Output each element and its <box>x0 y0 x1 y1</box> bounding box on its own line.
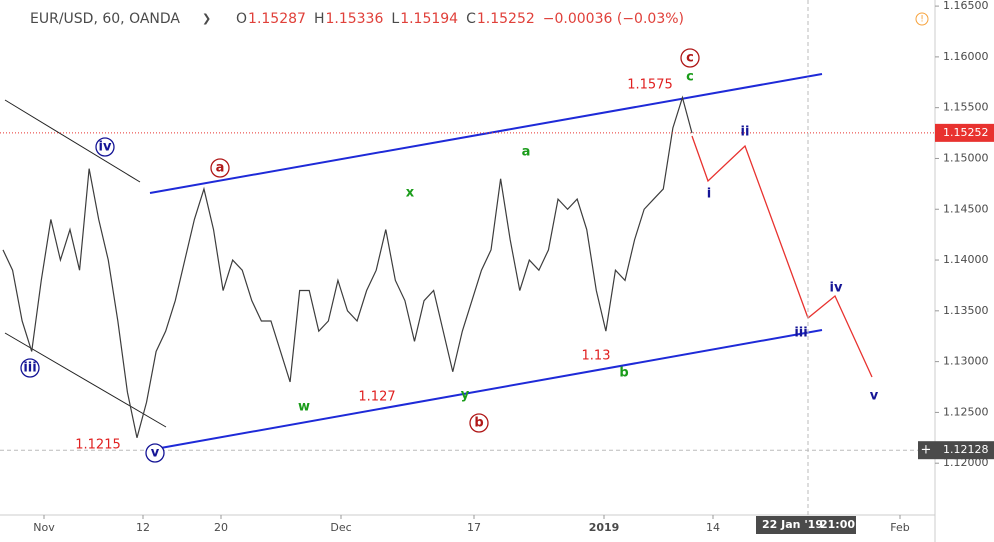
x-tick-label: 14 <box>706 521 720 534</box>
crosshair-tag <box>935 441 994 460</box>
y-tick-label: 1.13000 <box>943 355 989 368</box>
alert-icon-mark: ! <box>920 15 924 25</box>
y-tick-label: 1.12000 <box>943 456 989 469</box>
wave-circle <box>469 413 489 433</box>
wave-circle <box>95 137 115 157</box>
alert-icon[interactable] <box>915 12 929 26</box>
crosshair-label: 1.12128 <box>943 443 989 456</box>
wave-label: ii <box>741 125 750 140</box>
ohlc-key: L <box>391 11 399 27</box>
symbol[interactable]: EUR/USD, 60, OANDA <box>30 11 180 27</box>
wave-label: iv <box>830 281 843 296</box>
channel-bottom <box>154 329 823 450</box>
channel-top <box>149 73 823 194</box>
y-tick-label: 1.14500 <box>943 202 989 215</box>
wave-label: v <box>151 446 160 461</box>
wave-label: b <box>619 366 628 381</box>
y-tick-label: 1.16500 <box>943 0 989 12</box>
y-tick-label: 1.14000 <box>943 253 989 266</box>
plus-icon: + <box>921 443 932 458</box>
y-tick-label: 1.15000 <box>943 151 989 164</box>
wave-label: c <box>686 51 694 66</box>
ohlc-key: H <box>314 11 325 27</box>
price-annotation: 1.1575 <box>627 78 673 93</box>
x-tick-label: Dec <box>330 521 351 534</box>
wave-label: iv <box>99 140 112 155</box>
price-annotation: 1.1215 <box>75 438 121 453</box>
ohlc-value: 1.15336 <box>325 11 383 27</box>
wave-label: a <box>216 161 225 176</box>
x-tick-label: Nov <box>33 521 55 534</box>
wave-label: i <box>707 187 711 202</box>
ohlc-key: C <box>466 11 476 27</box>
change: −0.00036 (−0.03%) <box>543 11 684 27</box>
price-annotation: 1.13 <box>582 349 611 364</box>
trend-line <box>4 99 141 183</box>
last-price-tag <box>935 123 994 142</box>
wave-label: a <box>522 145 531 160</box>
last-price-label: 1.15252 <box>943 126 989 139</box>
ohlc-value: 1.15287 <box>248 11 306 27</box>
ohlc-value: 1.15194 <box>400 11 458 27</box>
x-tick-label: 12 <box>136 521 150 534</box>
wave-label: iii <box>23 361 36 376</box>
ohlc-value: 1.15252 <box>477 11 535 27</box>
wave-label: w <box>298 400 310 415</box>
date-label: 22 Jan '19 <box>762 518 823 531</box>
time-label: 21:00 <box>820 518 855 531</box>
x-tick-label: Feb <box>890 521 909 534</box>
y-tick-label: 1.12500 <box>943 405 989 418</box>
price-line <box>2 95 693 438</box>
wave-label: v <box>870 389 879 404</box>
wave-label: c <box>686 70 694 85</box>
x-tick-label: 2019 <box>589 521 620 534</box>
y-tick-label: 1.13500 <box>943 304 989 317</box>
price-annotation: 1.127 <box>358 390 395 405</box>
wave-circle <box>210 158 230 178</box>
x-tick-label: 17 <box>467 521 481 534</box>
wave-label: iii <box>794 326 807 341</box>
wave-circle <box>20 358 40 378</box>
y-tick-label: 1.15500 <box>943 101 989 114</box>
x-tick-label: 20 <box>214 521 228 534</box>
wave-circle <box>145 443 165 463</box>
projection <box>691 135 873 378</box>
wave-label: y <box>461 388 470 403</box>
wave-label: b <box>474 416 483 431</box>
ohlc-key: O <box>236 11 247 27</box>
wave-circle <box>680 48 700 68</box>
date-tag <box>756 516 856 534</box>
plus-btn[interactable] <box>918 441 935 460</box>
dropdown[interactable]: ❯ <box>202 12 211 25</box>
wave-label: x <box>406 186 415 201</box>
y-tick-label: 1.16000 <box>943 50 989 63</box>
